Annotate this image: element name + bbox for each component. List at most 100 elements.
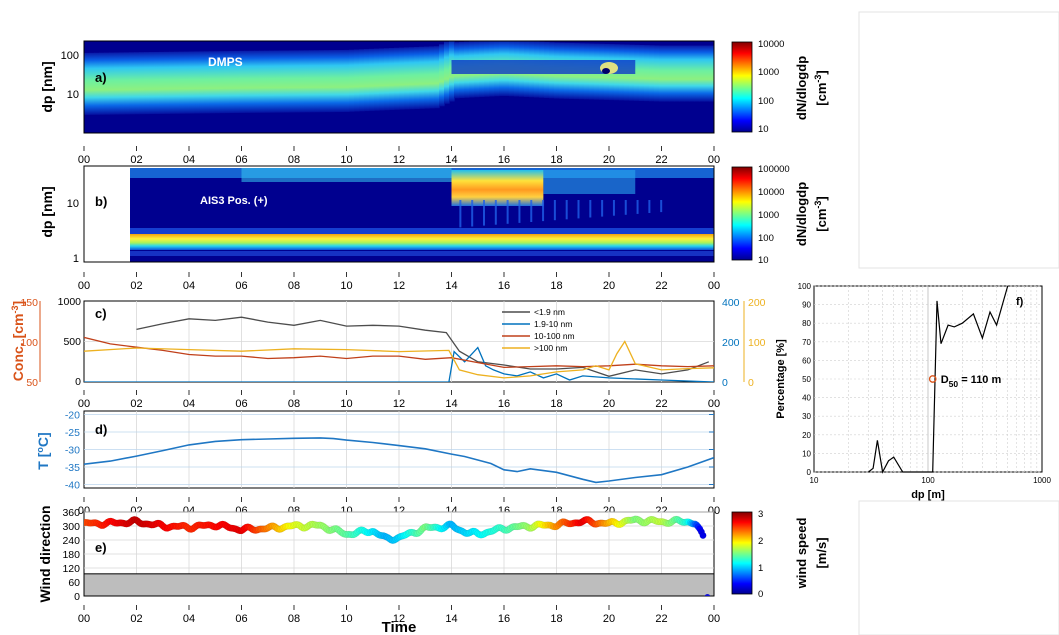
panel-b-streak — [613, 200, 615, 216]
x-tick-label: 00 — [708, 154, 720, 166]
wind-point — [700, 532, 707, 539]
panel-c-blue-tick-200: 200 — [722, 337, 740, 349]
wind-point — [704, 594, 710, 600]
panel-a-cell — [374, 49, 380, 111]
panel-a-cell — [369, 49, 375, 111]
panel-a-cell — [654, 45, 660, 101]
panel-a-cell — [649, 45, 655, 101]
panel-a-ylabel: dp [nm] — [39, 61, 55, 112]
panel-f-xticks: 10 100 1000 — [810, 476, 1052, 485]
panel-b-streak — [542, 200, 544, 221]
panel-e-cbar-tick-3: 3 — [758, 509, 763, 520]
panel-d-ylabel: T [oC] — [35, 432, 51, 469]
x-tick-label: 16 — [498, 154, 510, 166]
panel-a-cell — [439, 44, 445, 106]
panel-b-hot-region — [452, 170, 544, 206]
panel-b-streak — [625, 200, 627, 215]
panel-b-cbar-label-line1: dN/dlogdp — [794, 182, 809, 246]
panel-f-ytick: 20 — [802, 431, 811, 440]
panel-a-cell — [174, 52, 180, 114]
panel-b-cbar-tick-10000: 10000 — [758, 187, 784, 198]
blank-panel-top — [859, 12, 1059, 268]
panel-b-streak — [578, 200, 580, 218]
cbar-unit-sup: -3 — [813, 75, 823, 83]
panel-a-cell — [389, 48, 395, 110]
x-tick-label: 08 — [288, 398, 300, 410]
panel-b-streak — [530, 200, 532, 222]
panel-a-cell — [704, 46, 710, 102]
panel-a-cbar-label-line1: dN/dlogdp — [794, 56, 809, 120]
panel-f-ylabel: Percentage [%] — [775, 339, 787, 419]
cbar-b-unit-end: ] — [814, 196, 829, 200]
panel-a-cbar-tick-10000: 10000 — [758, 39, 784, 50]
x-tick-label: 20 — [603, 613, 615, 625]
legend-label-lt19: <1.9 nm — [534, 307, 565, 317]
x-tick-label: 02 — [130, 280, 142, 292]
x-tick-label: 12 — [393, 280, 405, 292]
panel-d-label: d) — [95, 422, 107, 437]
panel-b-band-low — [130, 234, 714, 250]
panel-f-ytick: 60 — [802, 356, 811, 365]
panel-a-cell — [144, 52, 150, 114]
panel-b-xticks: 00 02 04 06 08 10 12 14 16 18 20 22 00 — [78, 272, 720, 292]
panel-a-cell — [274, 51, 280, 113]
panel-e-xlabel: Time — [382, 619, 417, 635]
panel-a-cbar-tick-10: 10 — [758, 124, 769, 135]
panel-a-cell — [84, 53, 90, 115]
panel-a-cell — [424, 47, 430, 109]
panel-b-streak — [648, 200, 650, 213]
panel-f-xtick: 10 — [810, 476, 819, 485]
x-tick-label: 20 — [603, 398, 615, 410]
panel-a-cell — [114, 52, 120, 114]
x-tick-label: 08 — [288, 280, 300, 292]
panel-a-cbar-tick-100: 100 — [758, 96, 774, 107]
x-tick-label: 10 — [340, 280, 352, 292]
panel-e-ytick: 240 — [62, 535, 80, 547]
panel-b-streak — [566, 200, 568, 219]
panel-e-ytick: 120 — [62, 563, 80, 575]
panel-b-cbar-tick-100000: 100000 — [758, 164, 790, 175]
panel-a-cell — [659, 46, 665, 102]
panel-e-cbar-tick-1: 1 — [758, 563, 763, 574]
x-tick-label: 16 — [498, 280, 510, 292]
panel-c-yellow-tick-200: 200 — [748, 297, 766, 309]
panel-a-cell — [149, 52, 155, 114]
panel-a-cell — [189, 52, 195, 114]
panel-a-colorbar — [732, 42, 752, 132]
panel-f-xlabel: dp [m] — [911, 489, 945, 501]
panel-b-cbar-tick-1000: 1000 — [758, 210, 779, 221]
panel-a-cell — [409, 47, 415, 109]
x-tick-label: 02 — [130, 613, 142, 625]
panel-f-ytick: 10 — [802, 449, 811, 458]
panel-a-cell — [259, 51, 265, 113]
panel-c-ylabel-end: ] — [10, 301, 26, 306]
panel-a-cell — [364, 49, 370, 111]
panel-a-cell — [384, 48, 390, 110]
panel-f-label: f) — [1016, 296, 1024, 308]
panel-a-cell — [329, 50, 335, 112]
x-tick-label: 14 — [445, 280, 457, 292]
panel-a-cell — [89, 53, 95, 115]
panel-a-cell — [324, 50, 330, 112]
cbar-b-unit-main: [cm — [814, 209, 829, 232]
panel-a-cbar-unit: [cm-3] — [813, 70, 829, 105]
panel-a-cell — [434, 46, 440, 108]
panel-a-cell — [309, 50, 315, 112]
panel-e-cbar-tick-0: 0 — [758, 589, 763, 600]
panel-d-ytick: -40 — [65, 480, 80, 492]
panel-b-label: b) — [95, 194, 107, 209]
d50-sub: 50 — [949, 379, 959, 389]
panel-c-ylabel: Conc. [cm-3] — [10, 301, 26, 381]
panel-d-ylabel-main: T [ — [35, 452, 51, 469]
panel-b-cbar-unit: [cm-3] — [813, 196, 829, 231]
panel-a-cbar-tick-1000: 1000 — [758, 67, 779, 78]
panel-a-cell — [679, 46, 685, 102]
panel-e-ytick: 60 — [68, 577, 80, 589]
panel-b-streak — [495, 200, 497, 225]
panel-a-cell — [169, 52, 175, 114]
x-tick-label: 14 — [445, 613, 457, 625]
x-tick-label: 06 — [235, 154, 247, 166]
x-tick-label: 14 — [445, 398, 457, 410]
panel-f-ytick: 40 — [802, 394, 811, 403]
